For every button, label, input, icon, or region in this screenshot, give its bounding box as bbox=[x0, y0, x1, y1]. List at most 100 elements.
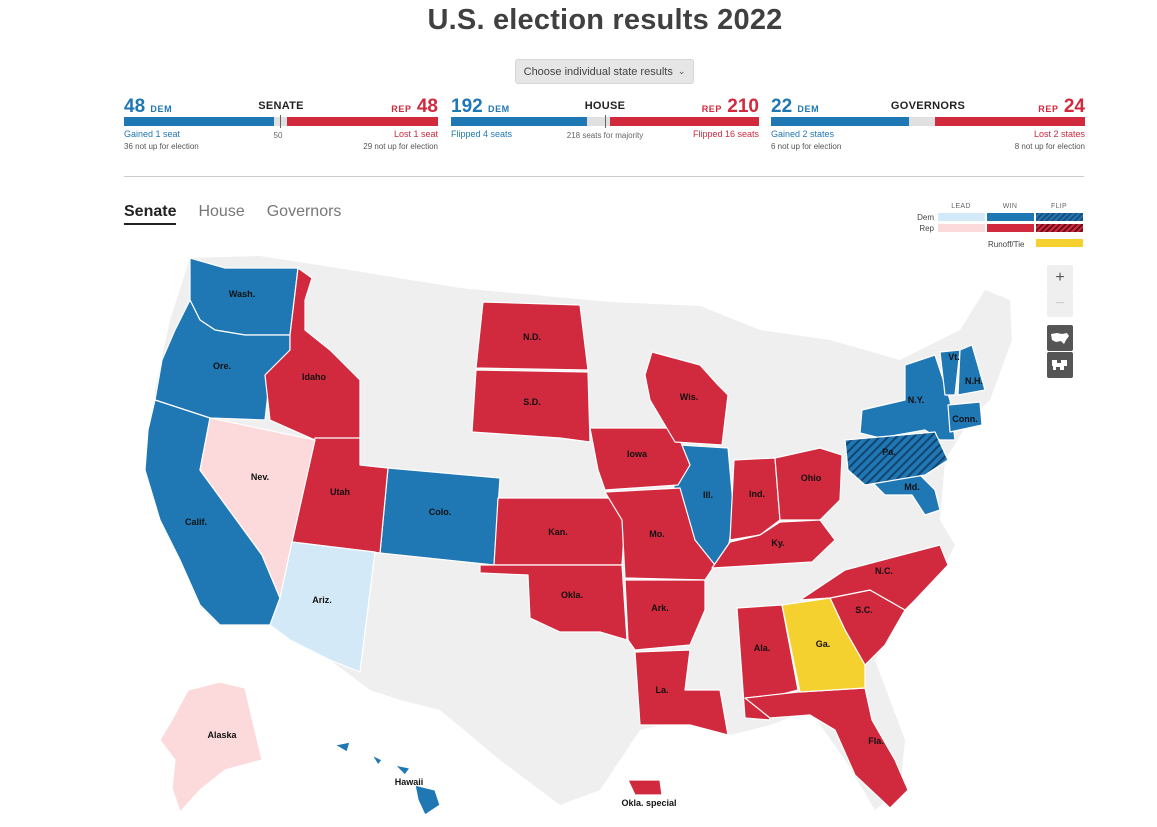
legend-rep-lead-swatch bbox=[938, 224, 985, 232]
label-ny: N.Y. bbox=[908, 395, 925, 405]
state-okla-special[interactable] bbox=[627, 779, 663, 796]
state-ark[interactable] bbox=[624, 579, 706, 651]
section-divider bbox=[124, 176, 1084, 177]
label-sc: S.C. bbox=[855, 605, 873, 615]
house-dem-count: 192 bbox=[451, 96, 483, 117]
label-ariz: Ariz. bbox=[312, 595, 332, 605]
us-map-icon bbox=[1051, 333, 1069, 344]
state-md[interactable] bbox=[869, 474, 941, 516]
map-legend: LEAD WIN FLIP Dem Rep Runoff/Tie bbox=[908, 203, 1086, 251]
label-nd: N.D. bbox=[523, 332, 541, 342]
legend-runoff-swatch bbox=[1036, 239, 1083, 247]
senate-tally: 48 DEM SENATE REP 48 50 Gained 1 seat 36… bbox=[124, 96, 438, 156]
house-bar bbox=[451, 115, 759, 128]
state-conn[interactable] bbox=[947, 401, 983, 433]
state-ga[interactable] bbox=[781, 597, 866, 693]
state-ky[interactable] bbox=[711, 519, 836, 569]
governors-bar bbox=[771, 117, 1085, 126]
tab-house[interactable]: House bbox=[198, 203, 245, 220]
senate-rep-count: 48 bbox=[416, 96, 438, 117]
governors-label: GOVERNORS bbox=[890, 100, 966, 112]
house-dem-note: Flipped 4 seats bbox=[451, 129, 513, 139]
label-iowa: Iowa bbox=[627, 449, 648, 459]
tab-governors[interactable]: Governors bbox=[266, 203, 342, 220]
house-dem-bar bbox=[451, 117, 587, 126]
label-pa: Pa. bbox=[882, 447, 896, 457]
label-alaska: Alaska bbox=[207, 730, 237, 740]
senate-dem-count: 48 bbox=[124, 96, 146, 117]
label-wis: Wis. bbox=[680, 392, 698, 402]
label-ore: Ore. bbox=[213, 361, 231, 371]
house-rep-abbr: REP bbox=[701, 104, 723, 114]
label-nc: N.C. bbox=[875, 566, 893, 576]
senate-majority-note: 50 bbox=[273, 131, 283, 140]
state-pa[interactable] bbox=[844, 431, 949, 486]
governors-rep-abbr: REP bbox=[1038, 104, 1059, 114]
label-okla: Okla. bbox=[561, 590, 583, 600]
governors-tally: 22 DEM GOVERNORS REP 24 Gained 2 states … bbox=[771, 96, 1085, 156]
label-ohio: Ohio bbox=[801, 473, 822, 483]
label-hawaii: Hawaii bbox=[395, 777, 424, 787]
label-okla-special: Okla. special bbox=[621, 798, 676, 808]
state-vt[interactable] bbox=[939, 349, 961, 396]
state-ariz[interactable] bbox=[269, 541, 376, 673]
house-dem-abbr: DEM bbox=[487, 104, 510, 114]
cartogram-icon bbox=[1052, 360, 1067, 370]
us-map-view-button[interactable] bbox=[1047, 325, 1073, 351]
state-okla[interactable] bbox=[479, 564, 628, 641]
legend-dem-lead-swatch bbox=[938, 213, 985, 221]
governors-rep-note: Lost 2 states bbox=[1033, 129, 1085, 139]
senate-dem-abbr: DEM bbox=[150, 104, 173, 114]
zoom-out-button[interactable]: − bbox=[1047, 291, 1073, 317]
zoom-in-button[interactable]: + bbox=[1047, 265, 1073, 291]
label-la: La. bbox=[655, 685, 668, 695]
state-la[interactable] bbox=[634, 649, 729, 736]
label-sd: S.D. bbox=[523, 397, 541, 407]
state-ny[interactable] bbox=[859, 354, 956, 441]
label-nh: N.H. bbox=[965, 376, 983, 386]
governors-rep-sub: 8 not up for election bbox=[1014, 142, 1085, 151]
label-colo: Colo. bbox=[429, 507, 452, 517]
senate-label: SENATE bbox=[258, 100, 304, 112]
state-mo[interactable] bbox=[604, 487, 716, 581]
house-label: HOUSE bbox=[584, 100, 626, 112]
state-nc[interactable] bbox=[799, 544, 949, 611]
house-tally: 192 DEM HOUSE REP 210 218 seats for majo… bbox=[451, 96, 759, 156]
tab-senate[interactable]: Senate bbox=[124, 203, 177, 225]
senate-rep-note: Lost 1 seat bbox=[393, 129, 438, 139]
state-hawaii[interactable] bbox=[334, 741, 441, 816]
label-md: Md. bbox=[904, 482, 920, 492]
state-picker-label: Choose individual state results bbox=[523, 65, 673, 78]
legend-dem-win-swatch bbox=[987, 213, 1034, 221]
legend-rep-flip-swatch bbox=[1036, 224, 1083, 232]
label-utah: Utah bbox=[330, 487, 350, 497]
label-conn: Conn. bbox=[952, 414, 978, 424]
legend-runoff-label: Runoff/Tie bbox=[988, 240, 1025, 249]
governors-rep-bar bbox=[935, 117, 1085, 126]
governors-dem-bar bbox=[771, 117, 909, 126]
legend-rep-label: Rep bbox=[919, 224, 934, 233]
legend-lead-header: LEAD bbox=[951, 203, 971, 210]
label-idaho: Idaho bbox=[302, 372, 327, 382]
state-nh[interactable] bbox=[957, 344, 986, 396]
state-wis[interactable] bbox=[644, 351, 729, 446]
cartogram-view-button[interactable] bbox=[1047, 352, 1073, 378]
state-ind[interactable] bbox=[729, 457, 781, 541]
label-wash: Wash. bbox=[229, 289, 255, 299]
label-ala: Ala. bbox=[754, 643, 771, 653]
state-ohio[interactable] bbox=[774, 447, 843, 521]
legend-dem-label: Dem bbox=[917, 213, 934, 222]
house-rep-bar bbox=[610, 117, 759, 126]
state-sd[interactable] bbox=[471, 369, 591, 443]
house-majority-note: 218 seats for majority bbox=[566, 131, 644, 140]
senate-dem-note: Gained 1 seat bbox=[124, 129, 181, 139]
state-picker-dropdown[interactable]: Choose individual state results ⌄ bbox=[515, 59, 694, 84]
state-nd[interactable] bbox=[475, 301, 589, 371]
label-fla: Fla. bbox=[868, 736, 884, 746]
state-alaska[interactable] bbox=[159, 681, 263, 813]
label-kan: Kan. bbox=[548, 527, 568, 537]
label-mo: Mo. bbox=[649, 529, 665, 539]
label-ind: Ind. bbox=[749, 489, 765, 499]
house-rep-count: 210 bbox=[727, 96, 759, 117]
